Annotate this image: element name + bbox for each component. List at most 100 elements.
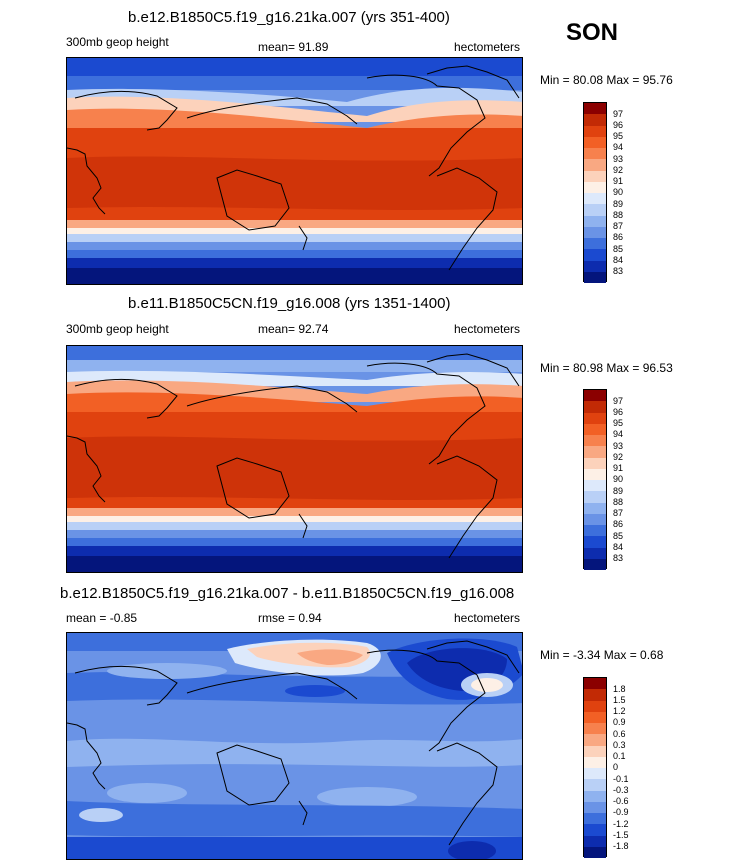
legend-swatch xyxy=(584,390,606,402)
legend-swatch xyxy=(584,525,606,537)
legend-label: 1.2 xyxy=(613,706,626,716)
legend-label: 94 xyxy=(613,429,624,439)
legend-swatch xyxy=(584,249,606,261)
legend-label: 85 xyxy=(613,244,624,254)
legend-swatch xyxy=(584,801,606,813)
legend-label: 92 xyxy=(613,452,624,462)
panel1-variable-label: 300mb geop height xyxy=(66,35,169,49)
legend-label: -1.8 xyxy=(613,841,629,851)
legend-label: 0.9 xyxy=(613,717,626,727)
legend-label: 90 xyxy=(613,187,624,197)
legend-label: 91 xyxy=(613,463,624,473)
panel2-mean: mean= 92.74 xyxy=(258,322,329,336)
legend-swatch xyxy=(584,215,606,227)
legend-swatch xyxy=(584,502,606,514)
legend-label: -0.6 xyxy=(613,796,629,806)
panel1-legend xyxy=(583,102,607,283)
legend-swatch xyxy=(584,768,606,780)
legend-label: 1.5 xyxy=(613,695,626,705)
legend-label: 92 xyxy=(613,165,624,175)
legend-swatch xyxy=(584,678,606,690)
panel3-units: hectometers xyxy=(454,611,521,625)
legend-swatch xyxy=(584,136,606,148)
legend-swatch xyxy=(584,125,606,137)
legend-swatch xyxy=(584,700,606,712)
legend-swatch xyxy=(584,824,606,836)
legend-label: 88 xyxy=(613,497,624,507)
legend-label: 84 xyxy=(613,255,624,265)
legend-swatch xyxy=(584,711,606,723)
legend-swatch xyxy=(584,734,606,746)
legend-swatch xyxy=(584,114,606,126)
legend-swatch xyxy=(584,204,606,216)
legend-swatch xyxy=(584,401,606,413)
legend-label: 85 xyxy=(613,531,624,541)
legend-swatch xyxy=(584,491,606,503)
legend-swatch xyxy=(584,779,606,791)
legend-swatch xyxy=(584,260,606,272)
panel3-mean: mean = -0.85 xyxy=(66,611,138,625)
legend-swatch xyxy=(584,170,606,182)
legend-swatch xyxy=(584,181,606,193)
legend-label: 95 xyxy=(613,131,624,141)
panel1-units: hectometers xyxy=(454,40,521,54)
legend-label: 83 xyxy=(613,553,624,563)
legend-label: 89 xyxy=(613,199,624,209)
legend-label: 0.1 xyxy=(613,751,626,761)
legend-label: 87 xyxy=(613,221,624,231)
panel3-title: b.e12.B1850C5.f19_g16.21ka.007 - b.e11.B… xyxy=(60,585,515,602)
legend-swatch xyxy=(584,423,606,435)
legend-label: -0.9 xyxy=(613,807,629,817)
panel3-field xyxy=(67,633,522,859)
legend-swatch xyxy=(584,457,606,469)
legend-label: 97 xyxy=(613,109,624,119)
legend-swatch xyxy=(584,435,606,447)
legend-swatch xyxy=(584,723,606,735)
panel2-minmax: Min = 80.98 Max = 96.53 xyxy=(540,361,673,375)
legend-label: 1.8 xyxy=(613,684,626,694)
panel2-variable-label: 300mb geop height xyxy=(66,322,169,336)
panel3-legend xyxy=(583,677,607,858)
legend-label: 88 xyxy=(613,210,624,220)
legend-swatch xyxy=(584,558,606,570)
legend-label: 96 xyxy=(613,407,624,417)
legend-swatch xyxy=(584,813,606,825)
legend-label: -1.2 xyxy=(613,819,629,829)
legend-swatch xyxy=(584,536,606,548)
panel2-legend xyxy=(583,389,607,570)
legend-swatch xyxy=(584,159,606,171)
legend-label: 91 xyxy=(613,176,624,186)
legend-swatch xyxy=(584,271,606,283)
legend-swatch xyxy=(584,756,606,768)
legend-swatch xyxy=(584,790,606,802)
legend-label: 86 xyxy=(613,232,624,242)
panel2-title: b.e11.B1850C5CN.f19_g16.008 (yrs 1351-14… xyxy=(128,295,451,312)
panel1-mean: mean= 91.89 xyxy=(258,40,329,54)
legend-label: 87 xyxy=(613,508,624,518)
panel3-rmse: rmse = 0.94 xyxy=(258,611,322,625)
legend-swatch xyxy=(584,846,606,858)
panel2-map xyxy=(66,345,523,573)
legend-label: 86 xyxy=(613,519,624,529)
legend-label: 0 xyxy=(613,762,619,772)
panel3-minmax: Min = -3.34 Max = 0.68 xyxy=(540,648,664,662)
legend-swatch xyxy=(584,412,606,424)
legend-swatch xyxy=(584,226,606,238)
panel2-field xyxy=(67,346,522,572)
legend-swatch xyxy=(584,238,606,250)
legend-label: -1.5 xyxy=(613,830,629,840)
legend-swatch xyxy=(584,446,606,458)
legend-swatch xyxy=(584,103,606,115)
panel1-title: b.e12.B1850C5.f19_g16.21ka.007 (yrs 351-… xyxy=(128,9,450,26)
panel1-map xyxy=(66,57,523,285)
panel3-map xyxy=(66,632,523,860)
panel2-units: hectometers xyxy=(454,322,521,336)
legend-swatch xyxy=(584,193,606,205)
legend-swatch xyxy=(584,480,606,492)
legend-label: -0.3 xyxy=(613,785,629,795)
legend-label: 83 xyxy=(613,266,624,276)
legend-label: 90 xyxy=(613,474,624,484)
legend-swatch xyxy=(584,468,606,480)
legend-label: 0.6 xyxy=(613,729,626,739)
panel1-minmax: Min = 80.08 Max = 95.76 xyxy=(540,73,673,87)
